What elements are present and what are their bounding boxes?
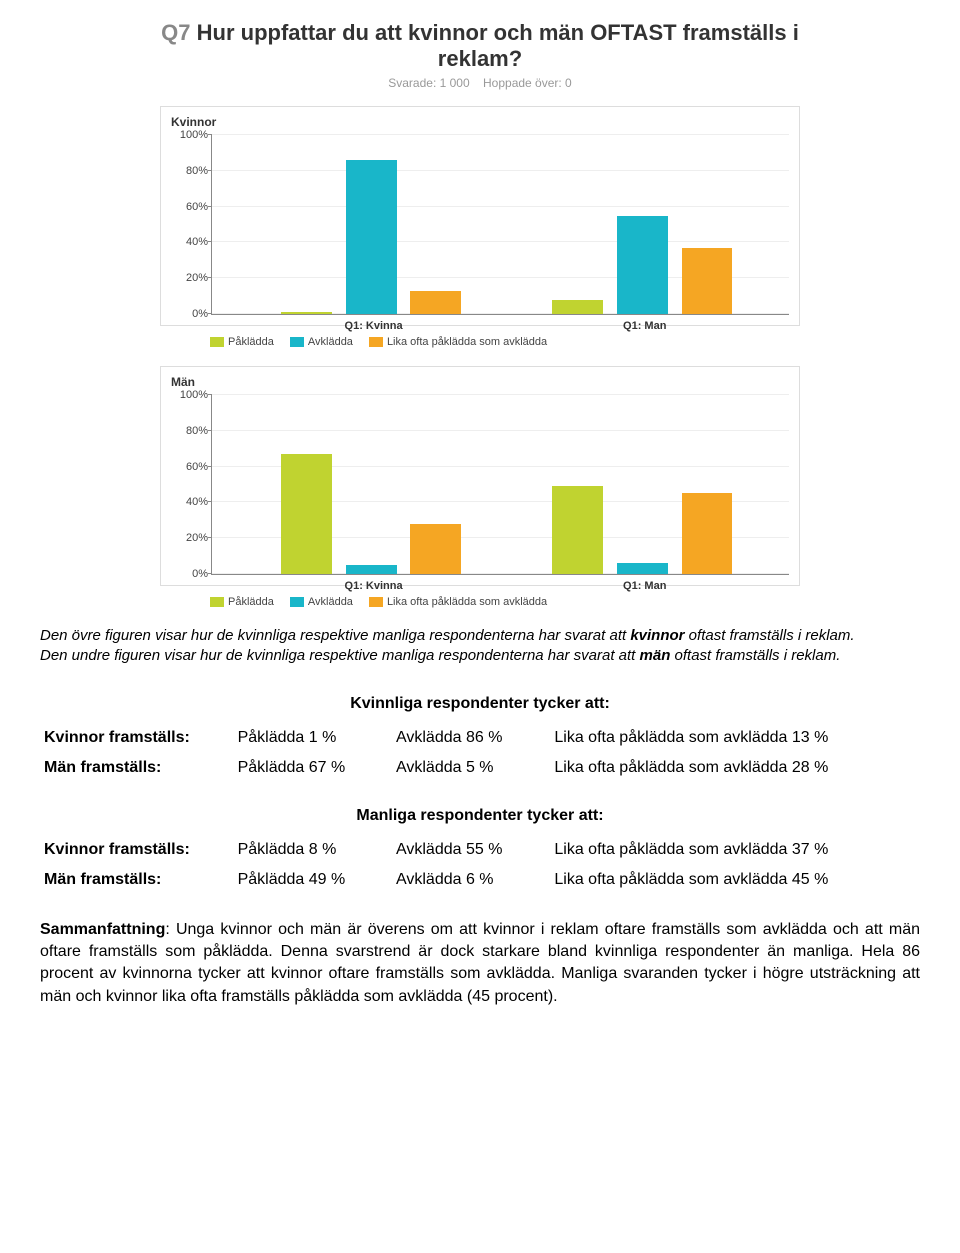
legend-item: Påklädda [210,336,274,348]
legend-item: Avklädda [290,336,353,348]
table2-title: Manliga respondenter tycker att: [40,807,920,825]
y-tick-label: 20% [172,532,208,544]
legend-swatch [290,597,304,607]
bar [281,454,332,574]
table-cell: Män framställs: [40,865,234,895]
table2: Kvinnor framställs:Påklädda 8 %Avklädda … [40,835,920,895]
chart2-legend: Påklädda Avklädda Lika ofta påklädda som a… [160,596,800,608]
table-cell: Påklädda 67 % [234,753,392,783]
x-category-label: Q1: Kvinna [258,320,489,332]
x-category-label: Q1: Man [529,580,760,592]
legend-item: Påklädda [210,596,274,608]
table-cell: Avklädda 6 % [392,865,550,895]
y-tick-label: 0% [172,568,208,580]
chart2-title: Män [171,375,789,389]
y-tick-label: 20% [172,272,208,284]
bar [346,160,397,314]
chart-man: Män 0%20%40%60%80%100%Q1: KvinnaQ1: Man [160,366,800,586]
table-cell: Kvinnor framställs: [40,723,234,753]
y-tick-label: 0% [172,308,208,320]
bar-group [258,395,489,574]
bar [410,291,461,314]
y-tick-label: 80% [172,425,208,437]
question-number: Q7 [161,20,190,45]
legend-item: Avklädda [290,596,353,608]
table-cell: Avklädda 86 % [392,723,550,753]
bar [682,248,733,314]
x-category-label: Q1: Kvinna [258,580,489,592]
table-cell: Påklädda 8 % [234,835,392,865]
legend-label: Avklädda [308,596,353,608]
summary-text: Sammanfattning: Unga kvinnor och män är … [40,919,920,1009]
bar-group [529,135,760,314]
bar [281,312,332,314]
y-tick-label: 40% [172,496,208,508]
legend-label: Påklädda [228,596,274,608]
legend-swatch [369,337,383,347]
bar [346,565,397,574]
table-cell: Män framställs: [40,753,234,783]
y-tick-label: 100% [172,129,208,141]
table-cell: Lika ofta påklädda som avklädda 37 % [550,835,920,865]
table-cell: Lika ofta påklädda som avklädda 13 % [550,723,920,753]
bar [617,563,668,574]
legend-swatch [369,597,383,607]
bar [617,216,668,314]
legend-item: Lika ofta påklädda som avklädda [369,596,547,608]
table-row: Män framställs:Påklädda 67 %Avklädda 5 %… [40,753,920,783]
table-cell: Avklädda 5 % [392,753,550,783]
legend-label: Lika ofta påklädda som avklädda [387,336,547,348]
legend-label: Lika ofta påklädda som avklädda [387,596,547,608]
chart2-plot: 0%20%40%60%80%100%Q1: KvinnaQ1: Man [211,395,789,575]
table-cell: Påklädda 49 % [234,865,392,895]
table-row: Män framställs:Påklädda 49 %Avklädda 6 %… [40,865,920,895]
question-title-line2: reklam? [438,46,522,71]
legend-swatch [290,337,304,347]
legend-label: Påklädda [228,336,274,348]
bar-group [529,395,760,574]
legend-label: Avklädda [308,336,353,348]
table1-title: Kvinnliga respondenter tycker att: [40,695,920,713]
legend-swatch [210,597,224,607]
bar [552,486,603,574]
y-tick-label: 100% [172,389,208,401]
chart-kvinnor: Kvinnor 0%20%40%60%80%100%Q1: KvinnaQ1: … [160,106,800,326]
x-category-label: Q1: Man [529,320,760,332]
table-cell: Lika ofta påklädda som avklädda 45 % [550,865,920,895]
y-tick-label: 60% [172,201,208,213]
table-cell: Lika ofta påklädda som avklädda 28 % [550,753,920,783]
legend-item: Lika ofta påklädda som avklädda [369,336,547,348]
bar [552,300,603,314]
table-row: Kvinnor framställs:Påklädda 1 %Avklädda … [40,723,920,753]
meta-hoppade: Hoppade över: 0 [483,76,572,90]
figure-caption: Den övre figuren visar hur de kvinnliga … [40,626,920,667]
meta-svarade: Svarade: 1 000 [388,76,469,90]
bar-group [258,135,489,314]
y-tick-label: 40% [172,236,208,248]
table-cell: Avklädda 55 % [392,835,550,865]
bar [682,493,733,574]
table1: Kvinnor framställs:Påklädda 1 %Avklädda … [40,723,920,783]
chart1-plot: 0%20%40%60%80%100%Q1: KvinnaQ1: Man [211,135,789,315]
table-cell: Kvinnor framställs: [40,835,234,865]
bar [410,524,461,574]
question-title: Q7 Hur uppfattar du att kvinnor och män … [40,20,920,72]
legend-swatch [210,337,224,347]
y-tick-label: 60% [172,461,208,473]
question-title-line1: Hur uppfattar du att kvinnor och män OFT… [197,20,799,45]
response-meta: Svarade: 1 000 Hoppade över: 0 [40,76,920,90]
table-row: Kvinnor framställs:Påklädda 8 %Avklädda … [40,835,920,865]
chart1-legend: Påklädda Avklädda Lika ofta påklädda som a… [160,336,800,348]
table-cell: Påklädda 1 % [234,723,392,753]
chart1-title: Kvinnor [171,115,789,129]
y-tick-label: 80% [172,165,208,177]
